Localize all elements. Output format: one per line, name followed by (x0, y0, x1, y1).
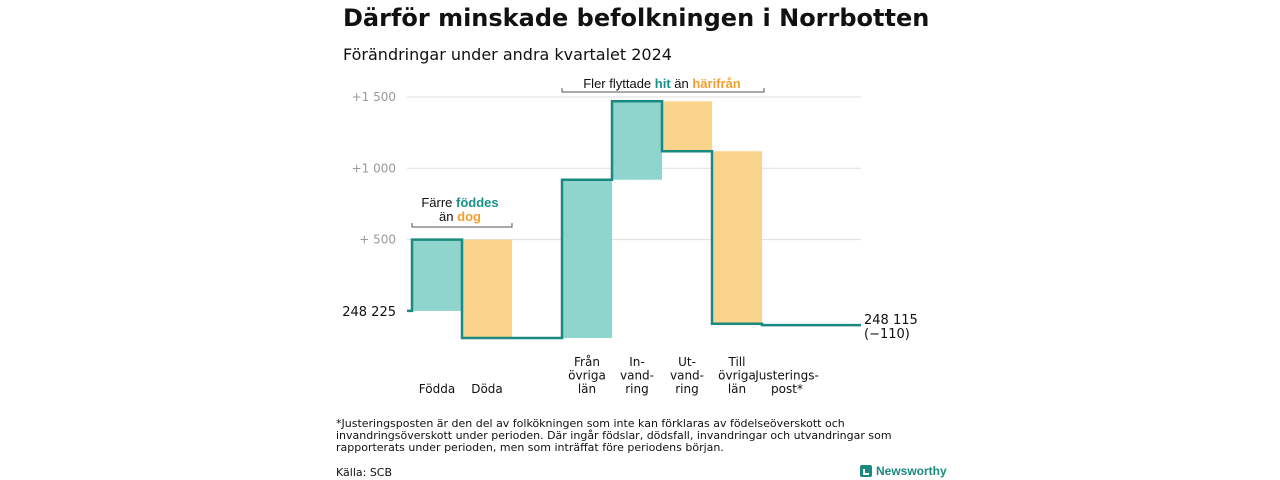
waterfall-bar (412, 239, 462, 311)
category-label: ring (675, 382, 699, 396)
chart-subtitle: Förändringar under andra kvartalet 2024 (343, 45, 672, 64)
waterfall-chart: + 500 +1 000 +1 500 248 225 248 115(−110) Föd… (342, 76, 918, 396)
category-label: Döda (471, 382, 503, 396)
category-label: län (728, 382, 746, 396)
y-tick-label: +1 000 (352, 161, 396, 175)
category-label: ring (625, 382, 649, 396)
category-label: Ut- (678, 355, 696, 369)
annotation-bracket (411, 223, 513, 228)
category-label: Från (574, 355, 600, 369)
waterfall-bar (562, 179, 612, 338)
category-label: vand- (670, 369, 704, 383)
waterfall-bar (662, 101, 712, 152)
category-label: Till (728, 355, 746, 369)
category-label: övriga (718, 369, 756, 383)
chart-title: Därför minskade befolkningen i Norrbotte… (343, 4, 930, 32)
annotation-migration: Fler flyttade hit än härifrån (583, 76, 741, 91)
end-value-label: 248 115 (864, 313, 918, 328)
brand: Newsworthy (860, 464, 947, 478)
y-tick-label: + 500 (359, 233, 396, 247)
newsworthy-logo-icon (860, 465, 872, 477)
brand-name: Newsworthy (876, 464, 947, 478)
waterfall-bar (462, 239, 512, 338)
category-label: län (578, 382, 596, 396)
footnote: *Justeringsposten är den del av folkökni… (336, 417, 892, 454)
category-label: post* (771, 382, 803, 396)
waterfall-bar (712, 151, 762, 324)
y-tick-label: +1 500 (352, 90, 396, 104)
annotation-births-deaths: Färre föddes (421, 195, 498, 210)
category-label: övriga (568, 369, 606, 383)
category-label: Födda (419, 382, 455, 396)
cumulative-step-line (407, 100, 861, 340)
waterfall-bar (612, 101, 662, 180)
category-label: In- (629, 355, 644, 369)
category-label: vand- (620, 369, 654, 383)
annotation-bracket (561, 88, 765, 93)
source-label: Källa: SCB (336, 466, 393, 479)
start-value-label: 248 225 (342, 305, 396, 320)
annotation-births-deaths-line2: än dog (439, 209, 481, 224)
category-label: Justerings- (754, 369, 819, 383)
end-change-label: (−110) (864, 327, 910, 342)
